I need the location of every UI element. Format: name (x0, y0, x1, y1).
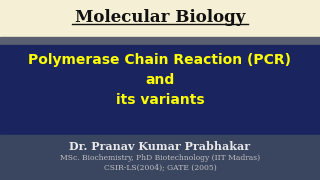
Bar (0, 0, 320, 37)
Text: Molecular Biology: Molecular Biology (75, 8, 245, 26)
Text: CSIR-LS(2004); GATE (2005): CSIR-LS(2004); GATE (2005) (104, 164, 216, 172)
Text: and: and (145, 73, 175, 87)
Bar (0, 135, 320, 180)
Text: its variants: its variants (116, 93, 204, 107)
Text: Polymerase Chain Reaction (PCR): Polymerase Chain Reaction (PCR) (28, 53, 292, 67)
Text: MSc. Biochemistry, PhD Biotechnology (IIT Madras): MSc. Biochemistry, PhD Biotechnology (II… (60, 154, 260, 162)
Bar (0, 37, 320, 45)
Text: Dr. Pranav Kumar Prabhakar: Dr. Pranav Kumar Prabhakar (69, 141, 251, 152)
Bar (0, 45, 320, 135)
